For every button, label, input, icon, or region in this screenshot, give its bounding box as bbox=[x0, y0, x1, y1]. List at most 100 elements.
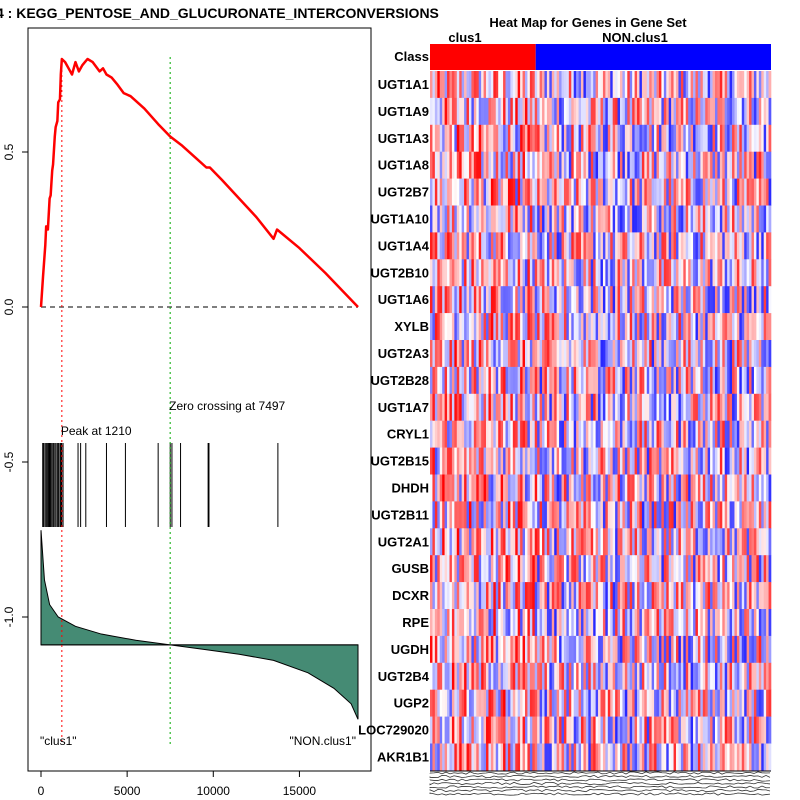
heatmap-cell bbox=[454, 582, 458, 610]
heatmap-cell bbox=[478, 582, 482, 610]
heatmap-cell bbox=[456, 151, 460, 179]
heatmap-cell bbox=[512, 178, 516, 206]
heatmap-cell bbox=[671, 609, 674, 637]
heatmap-cell bbox=[627, 313, 631, 341]
heatmap-cell bbox=[622, 555, 626, 583]
heatmap-cell bbox=[602, 340, 606, 368]
heatmap-cell bbox=[649, 474, 652, 502]
heatmap-cell bbox=[663, 151, 667, 179]
heatmap-cell bbox=[710, 420, 713, 448]
heatmap-cell bbox=[456, 635, 460, 664]
heatmap-cell bbox=[593, 501, 596, 529]
heatmap-cell bbox=[668, 340, 672, 368]
heatmap-cell bbox=[605, 178, 609, 206]
heatmap-cell bbox=[768, 232, 772, 260]
heatmap-cell bbox=[483, 662, 487, 690]
heatmap-cell bbox=[568, 205, 572, 233]
heatmap-cell bbox=[629, 635, 633, 664]
heatmap-cell bbox=[437, 474, 441, 502]
heatmap-cell bbox=[656, 635, 660, 664]
heatmap-cell bbox=[439, 205, 443, 233]
heatmap-cell bbox=[537, 609, 540, 637]
heatmap-cell bbox=[505, 340, 509, 368]
heatmap-cell bbox=[732, 609, 735, 637]
heatmap-cell bbox=[534, 151, 538, 179]
heatmap-cell bbox=[768, 662, 772, 690]
heatmap-cell bbox=[615, 286, 618, 314]
heatmap-cell bbox=[524, 555, 528, 583]
heatmap-cell bbox=[559, 528, 562, 556]
heatmap-cell bbox=[602, 609, 606, 637]
heatmap-cell bbox=[676, 97, 679, 126]
heatmap-cell bbox=[744, 124, 747, 152]
heatmap-cell bbox=[746, 313, 750, 341]
heatmap-cell bbox=[658, 393, 662, 421]
heatmap-cell bbox=[451, 635, 455, 664]
heatmap-cell bbox=[432, 420, 436, 448]
heatmap-cell bbox=[676, 340, 679, 368]
heatmap-cell bbox=[588, 420, 592, 448]
heatmap-cell bbox=[529, 286, 533, 314]
heatmap-cell bbox=[619, 662, 623, 690]
heatmap-cell bbox=[585, 124, 589, 152]
heatmap-cell bbox=[461, 582, 465, 610]
heatmap-cell bbox=[588, 555, 592, 583]
heatmap-cell bbox=[486, 340, 489, 368]
heatmap-cell bbox=[751, 582, 755, 610]
heatmap-cell bbox=[471, 232, 475, 260]
heatmap-cell bbox=[476, 205, 480, 233]
heatmap-cell bbox=[641, 205, 645, 233]
heatmap-cell bbox=[622, 97, 626, 126]
heatmap-cell bbox=[595, 474, 599, 502]
heatmap-cell bbox=[612, 366, 616, 395]
heatmap-cell bbox=[566, 555, 570, 583]
heatmap-cell bbox=[498, 635, 501, 664]
gene-label: UGT1A7 bbox=[378, 400, 429, 415]
heatmap-cell bbox=[537, 340, 540, 368]
heatmap-cell bbox=[727, 662, 730, 690]
heatmap-cell bbox=[598, 635, 601, 664]
heatmap-cell bbox=[527, 635, 531, 664]
heatmap-cell bbox=[454, 340, 458, 368]
heatmap-cell bbox=[646, 447, 650, 475]
heatmap-cell bbox=[459, 528, 462, 556]
heatmap-cell bbox=[624, 393, 628, 421]
heatmap-cell bbox=[498, 447, 501, 475]
heatmap-cell bbox=[722, 447, 726, 475]
heatmap-cell bbox=[542, 97, 545, 126]
x-tick-label: 10000 bbox=[197, 784, 231, 798]
heatmap-cell bbox=[593, 205, 596, 233]
heatmap-cell bbox=[573, 447, 577, 475]
heatmap-cell bbox=[432, 501, 436, 529]
heatmap-cell bbox=[734, 689, 738, 717]
heatmap-cell bbox=[751, 286, 755, 314]
heatmap-cell bbox=[753, 97, 757, 126]
heatmap-cell bbox=[520, 205, 523, 233]
heatmap-cell bbox=[478, 151, 482, 179]
heatmap-cell bbox=[688, 124, 691, 152]
heatmap-cell bbox=[510, 205, 514, 233]
heatmap-cell bbox=[610, 151, 613, 179]
heatmap-cell bbox=[700, 420, 704, 448]
heatmap-cell bbox=[732, 743, 735, 771]
heatmap-cell bbox=[507, 582, 511, 610]
heatmap-cell bbox=[753, 447, 757, 475]
heatmap-cell bbox=[571, 151, 575, 179]
heatmap-cell bbox=[568, 124, 572, 152]
heatmap-cell bbox=[464, 635, 467, 664]
heatmap-cell bbox=[542, 716, 545, 744]
heatmap-cell bbox=[690, 178, 694, 206]
sample-label-band bbox=[429, 778, 771, 782]
heatmap-cell bbox=[749, 393, 752, 421]
heatmap-cell bbox=[668, 420, 672, 448]
heatmap-cell bbox=[464, 232, 467, 260]
heatmap-cell bbox=[700, 393, 704, 421]
heatmap-cell bbox=[554, 716, 557, 744]
heatmap-cell bbox=[607, 635, 611, 664]
heatmap-cell bbox=[561, 609, 565, 637]
heatmap-cell bbox=[712, 662, 716, 690]
heatmap-cell bbox=[442, 340, 445, 368]
heatmap-cell bbox=[705, 340, 708, 368]
heatmap-cell bbox=[593, 582, 596, 610]
heatmap-cell bbox=[722, 555, 726, 583]
